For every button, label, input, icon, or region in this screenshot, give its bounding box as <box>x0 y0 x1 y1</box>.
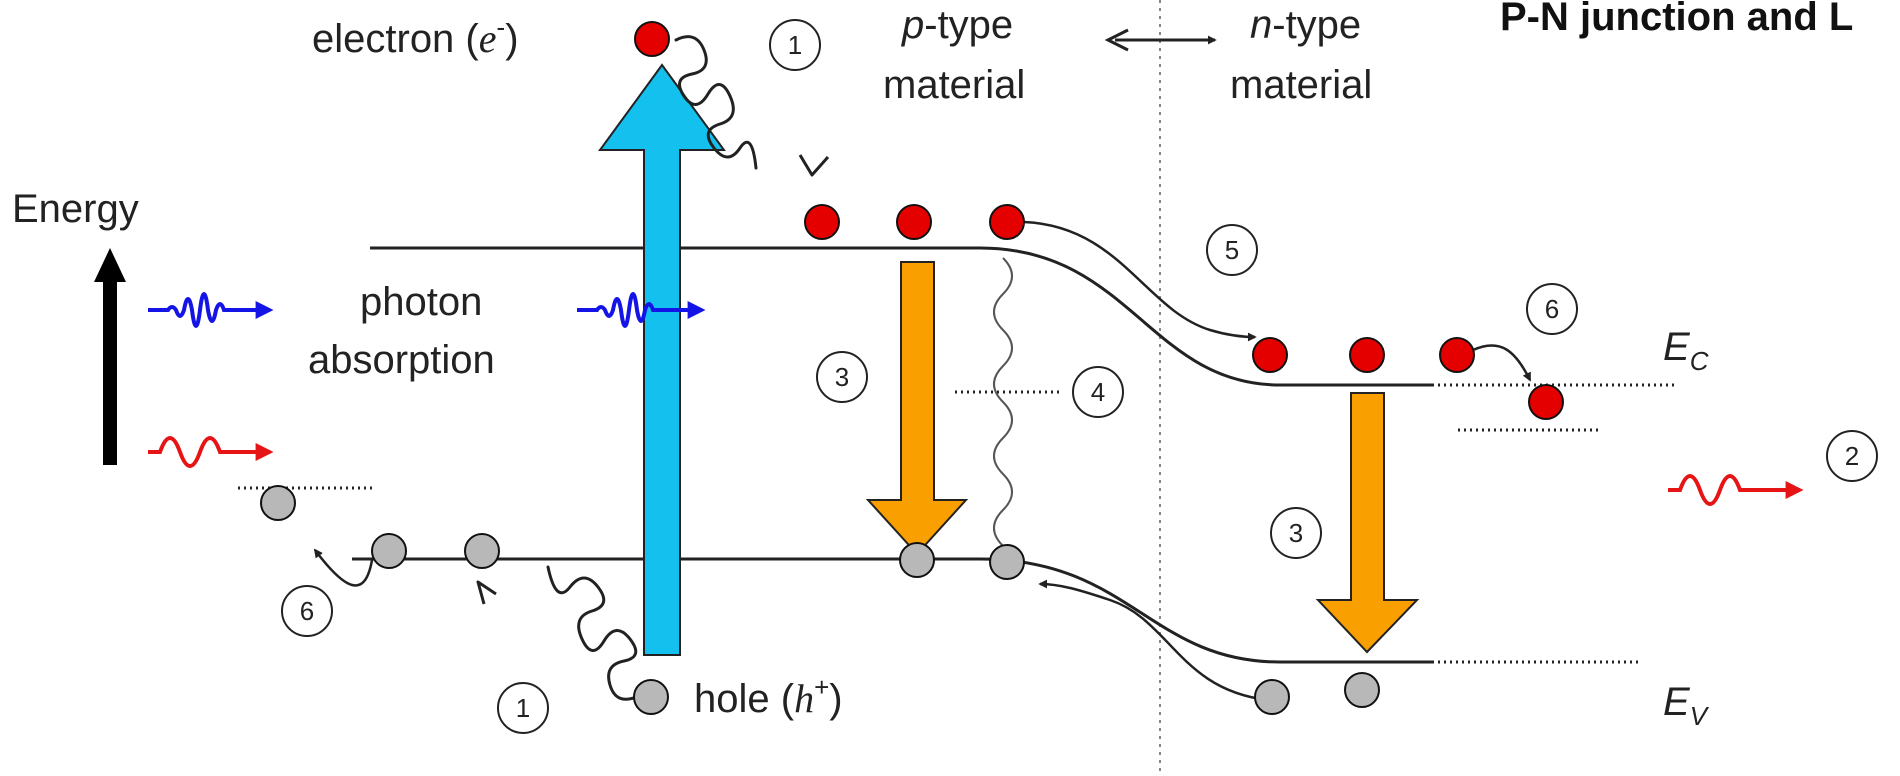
hole-drift-arrow <box>1038 579 1269 702</box>
electron-n-2 <box>1349 337 1385 373</box>
double-headed-arrow <box>1104 28 1217 52</box>
step-6-right: 6 <box>1545 294 1559 324</box>
photon-blue-middle <box>577 292 706 328</box>
hole-label-suffix: ) <box>829 677 842 721</box>
ev-main: E <box>1663 680 1691 724</box>
p-type-label: p-type <box>901 3 1013 47</box>
hole-p-3 <box>899 542 935 578</box>
step-3-right-circle <box>1270 507 1322 559</box>
electron-relaxation-head <box>798 154 830 177</box>
electrons <box>634 21 1564 420</box>
electron-label: electron (e-) <box>312 12 519 61</box>
electron-p-2 <box>896 204 932 240</box>
step-1-top: 1 <box>788 30 802 60</box>
hole-generated <box>633 679 669 715</box>
step-6-right-circle <box>1526 283 1578 335</box>
hole-charge: + <box>814 672 829 702</box>
energy-axis-label: Energy <box>12 187 139 231</box>
n-type-label: n-type <box>1250 3 1361 47</box>
electron-trap-arrow <box>1472 344 1532 382</box>
step-2-circle <box>1826 430 1878 482</box>
photon-red-left <box>148 436 274 468</box>
photon-blue-left <box>148 292 274 328</box>
hole-trap-arrow <box>313 548 374 587</box>
ec-label: EC <box>1663 325 1709 376</box>
electron-symbol: e <box>479 16 497 61</box>
recombination-arrow-right <box>1315 392 1420 654</box>
electron-n-3 <box>1439 337 1475 373</box>
n-type-rest: -type <box>1272 3 1361 47</box>
step-5: 5 <box>1225 235 1239 265</box>
hole-relaxation-squiggle <box>546 565 638 701</box>
electron-relaxation-squiggle <box>674 35 758 170</box>
step-3-right: 3 <box>1289 518 1303 548</box>
step-1-top-circle <box>769 19 821 71</box>
step-5-circle <box>1206 224 1258 276</box>
hole-label: hole (h+) <box>694 672 843 721</box>
ev-label: EV <box>1663 680 1710 731</box>
conduction-band <box>370 246 1432 387</box>
electron-label-prefix: electron ( <box>312 17 479 61</box>
electron-p-1 <box>804 204 840 240</box>
electron-excited <box>634 21 670 57</box>
recombination-arrow-left <box>865 261 969 556</box>
step-markers <box>281 19 1878 734</box>
step-numbers: 1 1 2 3 3 4 5 6 6 <box>300 30 1859 723</box>
hole-n-2 <box>1344 672 1380 708</box>
n-type-material: material <box>1230 63 1372 107</box>
p-type-italic: p <box>901 3 924 47</box>
hole-n-1 <box>1254 679 1290 715</box>
step-1-bottom-circle <box>497 682 549 734</box>
step-3-left-circle <box>816 351 868 403</box>
step-1-bottom: 1 <box>516 693 530 723</box>
ec-main: E <box>1663 325 1691 369</box>
step-2: 2 <box>1845 441 1859 471</box>
step-4-circle <box>1072 366 1124 418</box>
holes <box>260 485 1380 715</box>
hole-symbol: h <box>794 676 814 721</box>
electron-drift-arrow <box>1023 220 1257 342</box>
photon-red-emitted <box>1668 474 1804 506</box>
ev-sub: V <box>1690 701 1710 731</box>
electron-charge: - <box>497 12 506 42</box>
valence-band <box>352 557 1432 664</box>
step-3-left: 3 <box>835 362 849 392</box>
hole-p-1 <box>371 533 407 569</box>
step-6-left-circle <box>281 585 333 637</box>
hole-p-2 <box>464 533 500 569</box>
nonradiative-wavy-line <box>993 257 1013 547</box>
p-type-rest: -type <box>924 3 1013 47</box>
n-type-italic: n <box>1250 3 1272 47</box>
step-4: 4 <box>1091 377 1105 407</box>
step-6-left: 6 <box>300 596 314 626</box>
photon-label-line1: photon <box>360 280 482 324</box>
electron-label-suffix: ) <box>505 17 518 61</box>
hole-p-4 <box>989 544 1025 580</box>
photon-label-line2: absorption <box>308 338 495 382</box>
energy-axis-arrow <box>94 248 126 465</box>
hole-label-prefix: hole ( <box>694 677 795 721</box>
hole-trapped <box>260 485 296 521</box>
electron-n-1 <box>1252 337 1288 373</box>
hole-relaxation-head <box>476 580 497 605</box>
photon-absorption-arrow <box>598 63 726 656</box>
electron-trapped <box>1528 384 1564 420</box>
electron-p-3 <box>989 204 1025 240</box>
ec-sub: C <box>1690 346 1709 376</box>
diagram-title: P-N junction and L <box>1500 0 1853 39</box>
p-type-material: material <box>883 63 1025 107</box>
